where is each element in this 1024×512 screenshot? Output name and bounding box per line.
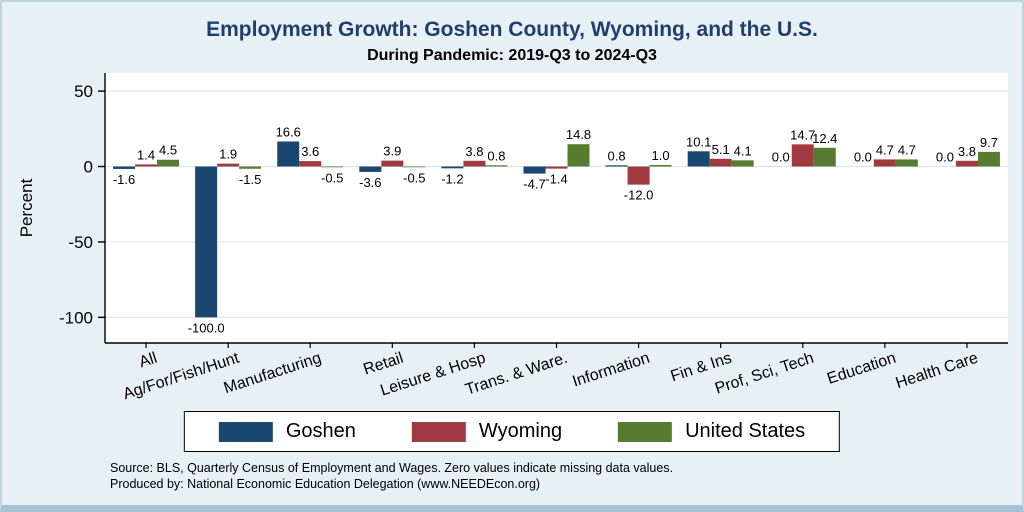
y-tick-label: 50 — [74, 82, 93, 101]
x-tick-label: All — [137, 350, 159, 372]
bar-united-states-2 — [321, 166, 344, 168]
chart-title: Employment Growth: Goshen County, Wyomin… — [206, 18, 818, 41]
x-tick-label: Information — [570, 350, 651, 391]
y-axis-title: Percent — [17, 178, 36, 237]
bar-goshen-3 — [359, 166, 382, 172]
legend-label-united-states: United States — [685, 420, 806, 442]
value-label: 0.8 — [487, 148, 505, 163]
value-label: 10.1 — [686, 134, 711, 149]
legend-item-wyoming: Wyoming — [411, 420, 563, 443]
legend-swatch-goshen — [218, 421, 273, 442]
bar-goshen-1 — [195, 166, 218, 318]
value-label: 0.0 — [936, 150, 954, 165]
value-label: 4.1 — [734, 143, 752, 158]
value-label: 0.0 — [772, 150, 790, 165]
bar-wyoming-7 — [709, 158, 732, 167]
bar-united-states-7 — [731, 160, 754, 167]
bar-wyoming-2 — [299, 161, 322, 167]
value-label: -100.0 — [188, 320, 225, 335]
value-label: -3.6 — [359, 175, 381, 190]
value-label: 4.5 — [159, 143, 177, 158]
value-label: 1.4 — [137, 147, 155, 162]
bar-united-states-0 — [157, 159, 180, 167]
footnote-producer: Produced by: National Economic Education… — [110, 477, 541, 492]
bar-wyoming-8 — [791, 144, 814, 167]
value-label: -1.5 — [239, 172, 261, 187]
x-tick-label: Retail — [361, 350, 405, 379]
bar-united-states-3 — [403, 166, 426, 168]
bar-goshen-0 — [113, 166, 136, 169]
bar-goshen-5 — [523, 166, 546, 174]
value-label: 4.7 — [898, 142, 916, 157]
value-label: 9.7 — [980, 135, 998, 150]
legend-item-united-states: United States — [618, 420, 805, 443]
bar-wyoming-10 — [955, 160, 978, 167]
legend-label-goshen: Goshen — [285, 420, 356, 442]
bar-wyoming-1 — [217, 163, 240, 167]
value-label: 3.9 — [383, 144, 401, 159]
bar-goshen-4 — [441, 166, 464, 169]
x-tick-label: Education — [825, 350, 898, 388]
value-label: -1.2 — [441, 171, 463, 186]
legend-label-wyoming: Wyoming — [478, 420, 563, 442]
legend-swatch-wyoming — [411, 421, 466, 442]
bar-united-states-9 — [895, 159, 918, 167]
footnote-source: Source: BLS, Quarterly Census of Employm… — [110, 461, 674, 475]
chart-legend: Goshen Wyoming United States — [183, 411, 841, 452]
bar-united-states-10 — [977, 151, 1000, 167]
value-label: 16.6 — [276, 124, 301, 139]
value-label: 0.8 — [608, 148, 626, 163]
bar-goshen-6 — [605, 165, 628, 167]
value-label: 3.8 — [465, 144, 483, 159]
bar-wyoming-4 — [463, 160, 486, 167]
value-label: 1.0 — [652, 148, 670, 163]
value-label: 3.6 — [301, 144, 319, 159]
plot-area — [105, 73, 1008, 343]
bar-wyoming-5 — [545, 166, 568, 169]
bar-goshen-2 — [277, 141, 300, 167]
value-label: 0.0 — [854, 150, 872, 165]
chart-subtitle: During Pandemic: 2019-Q3 to 2024-Q3 — [367, 47, 657, 64]
value-label: 3.8 — [958, 144, 976, 159]
bar-wyoming-9 — [873, 159, 896, 167]
value-label: 14.7 — [790, 127, 815, 142]
bar-wyoming-0 — [135, 164, 158, 167]
value-label: -1.4 — [545, 172, 567, 187]
y-tick-label: -100 — [59, 308, 93, 327]
value-label: -4.7 — [523, 177, 545, 192]
value-label: -1.6 — [113, 172, 135, 187]
value-label: -0.5 — [403, 170, 425, 185]
value-label: 5.1 — [712, 142, 730, 157]
value-label: 14.8 — [566, 127, 591, 142]
value-label: 12.4 — [812, 131, 837, 146]
bar-goshen-7 — [687, 151, 710, 167]
legend-swatch-united-states — [618, 421, 673, 442]
legend-item-goshen: Goshen — [218, 420, 356, 443]
bar-united-states-5 — [567, 144, 590, 167]
value-label: 4.7 — [876, 142, 894, 157]
bar-united-states-1 — [239, 166, 262, 169]
bar-united-states-8 — [813, 147, 836, 167]
footnotes: Source: BLS, Quarterly Census of Employm… — [110, 460, 673, 493]
x-tick-label: Health Care — [894, 350, 981, 393]
value-label: -0.5 — [321, 170, 343, 185]
bar-united-states-6 — [649, 165, 672, 167]
value-label: -12.0 — [624, 188, 654, 203]
value-label: 1.9 — [219, 147, 237, 162]
y-tick-label: -50 — [68, 233, 93, 252]
bar-united-states-4 — [485, 165, 508, 167]
bar-wyoming-3 — [381, 160, 404, 167]
y-tick-label: 0 — [84, 158, 93, 177]
bar-wyoming-6 — [627, 166, 650, 185]
